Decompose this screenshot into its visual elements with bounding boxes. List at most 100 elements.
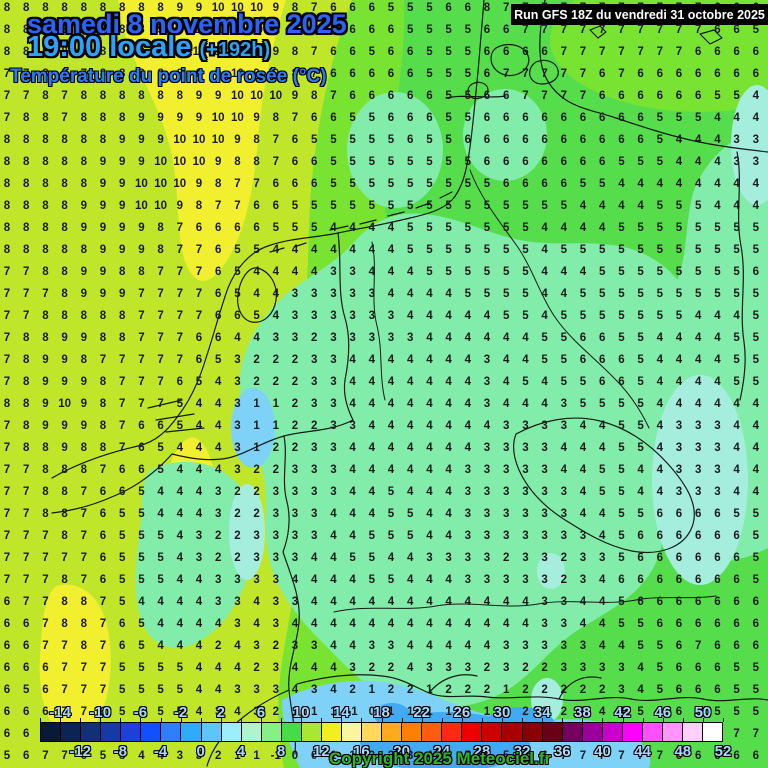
grid-value: 5 (483, 266, 491, 278)
grid-value: 5 (579, 244, 587, 256)
grid-value: 6 (349, 46, 356, 58)
grid-value: 5 (118, 574, 126, 586)
grid-value: 4 (426, 310, 433, 322)
grid-value: 9 (61, 442, 68, 454)
grid-value: 8 (157, 90, 164, 102)
grid-value: 3 (349, 310, 356, 322)
grid-value: 5 (752, 552, 759, 564)
grid-row: 8 8 8 8 8 8 8 9 9 10 10 10 10 9 9 8 7 6 6 5 6 6 5 5 5 6 6 6 6 7 7 7 7 7 7 7… (0, 45, 768, 59)
grid-value: 2 (291, 354, 299, 366)
grid-value: 8 (3, 134, 11, 146)
grid-value: 7 (22, 508, 30, 520)
colorbar-label: -8 (113, 743, 128, 760)
grid-value: 8 (253, 134, 260, 146)
grid-value: 4 (195, 662, 203, 674)
grid-value: 3 (310, 354, 318, 366)
grid-value: 6 (598, 332, 606, 344)
grid-value: 6 (502, 46, 510, 58)
grid-value: 8 (291, 2, 299, 14)
grid-value: 4 (579, 596, 587, 608)
grid-value: 5 (387, 530, 395, 542)
grid-value: 7 (80, 706, 87, 718)
grid-value: 7 (522, 24, 529, 36)
grid-value: 6 (656, 618, 663, 630)
grid-value: 10 (192, 156, 206, 168)
grid-value: 7 (176, 244, 183, 256)
grid-value: 5 (445, 134, 452, 146)
grid-value: 4 (368, 464, 375, 476)
grid-value: 4 (426, 354, 433, 366)
grid-value: 3 (522, 640, 529, 652)
grid-value: 5 (598, 266, 606, 278)
grid-value: 5 (157, 706, 164, 718)
grid-value: 4 (234, 662, 241, 674)
colorbar-tick (602, 718, 604, 722)
grid-value: 4 (310, 662, 318, 674)
grid-value: 4 (733, 178, 740, 190)
grid-value: 7 (541, 90, 548, 102)
grid-value: 3 (714, 420, 721, 432)
grid-value: 5 (426, 178, 433, 190)
grid-value: 5 (733, 684, 740, 696)
grid-value: 7 (3, 90, 11, 102)
grid-value: 4 (598, 618, 606, 630)
grid-value: 7 (138, 398, 145, 410)
grid-value: 2 (522, 662, 529, 674)
grid-value: 6 (733, 596, 740, 608)
grid-value: 6 (675, 530, 683, 542)
grid-value: 8 (99, 310, 107, 322)
grid-value: 7 (3, 310, 11, 322)
grid-value: 3 (483, 398, 491, 410)
grid-value: 4 (406, 288, 414, 300)
grid-value: 5 (349, 200, 356, 212)
grid-value: 8 (80, 244, 87, 256)
grid-value: 4 (675, 156, 683, 168)
grid-value: 7 (214, 200, 222, 212)
grid-value: 8 (42, 156, 49, 168)
grid-value: 7 (291, 112, 299, 124)
grid-value: 3 (272, 662, 279, 674)
grid-value: 7 (502, 2, 510, 14)
grid-value: 8 (22, 24, 30, 36)
grid-value: 4 (426, 486, 433, 498)
grid-value: 5 (157, 662, 164, 674)
grid-value: 2 (253, 376, 260, 388)
grid-value: 5 (598, 486, 606, 498)
grid-value: 5 (579, 288, 587, 300)
grid-value: 5 (464, 68, 471, 80)
grid-value: 5 (291, 222, 299, 234)
grid-value: 6 (618, 112, 625, 124)
grid-value: 2 (272, 706, 279, 718)
grid-value: 5 (445, 266, 452, 278)
grid-value: 6 (387, 24, 395, 36)
grid-value: 8 (80, 618, 87, 630)
grid-value: 6 (349, 90, 356, 102)
colorbar-label: 18 (373, 704, 390, 721)
grid-value: 7 (637, 750, 644, 762)
colorbar-label: 4 (236, 743, 246, 760)
grid-value: 7 (22, 552, 30, 564)
grid-value: 4 (579, 508, 587, 520)
grid-value: 3 (694, 442, 702, 454)
grid-value: 6 (675, 750, 683, 762)
colorbar-tick (140, 718, 142, 722)
grid-value: 5 (234, 288, 241, 300)
grid-value: 7 (61, 662, 68, 674)
colorbar-label: 12 (312, 743, 330, 760)
grid-value: 3 (349, 420, 356, 432)
grid-value: 5 (618, 442, 625, 454)
grid-value: 9 (118, 288, 126, 300)
grid-value: 8 (80, 46, 87, 58)
grid-value: 5 (637, 354, 644, 366)
grid-value: 4 (541, 266, 548, 278)
grid-value: 4 (387, 552, 395, 564)
colorbar-cell (221, 723, 242, 741)
grid-value: 4 (464, 618, 471, 630)
colorbar-label: 16 (353, 743, 370, 760)
grid-value: 9 (214, 156, 222, 168)
grid-value: 4 (445, 486, 452, 498)
grid-value: 3 (426, 552, 433, 564)
